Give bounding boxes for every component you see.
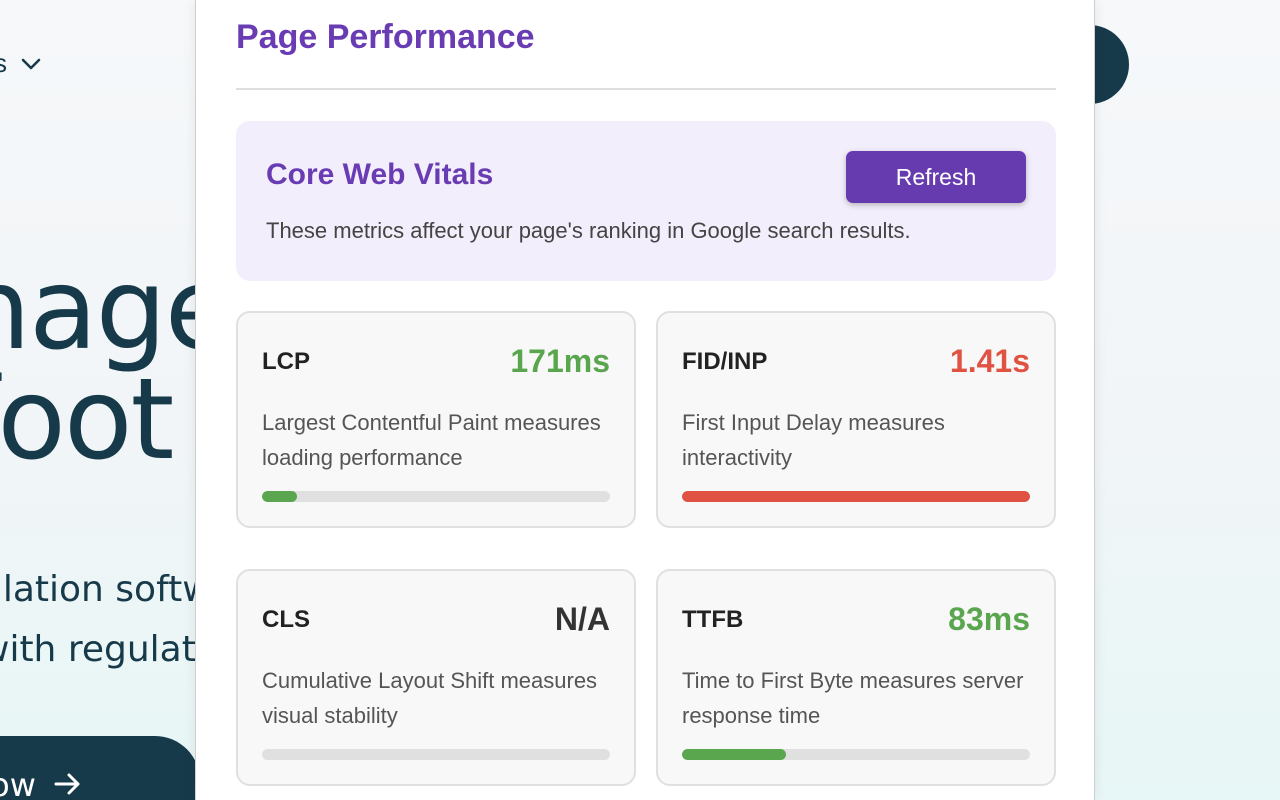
background-nav-label: s xyxy=(0,48,7,78)
refresh-button[interactable]: Refresh xyxy=(846,151,1026,203)
subtitle-line: ulation softw xyxy=(0,569,212,610)
metric-card-cls: CLS N/A Cumulative Layout Shift measures… xyxy=(236,569,636,786)
hero-line: nage xyxy=(0,245,234,375)
panel-title: Page Performance xyxy=(236,18,535,56)
metric-name: TTFB xyxy=(682,606,744,633)
core-web-vitals-title: Core Web Vitals xyxy=(266,158,494,191)
metric-name: CLS xyxy=(262,606,310,633)
metric-card-fid-inp: FID/INP 1.41s First Input Delay measures… xyxy=(656,311,1056,528)
metric-card-ttfb: TTFB 83ms Time to First Byte measures se… xyxy=(656,569,1056,786)
arrow-right-icon xyxy=(54,773,80,795)
metric-progress-fill xyxy=(682,749,787,760)
metric-name: LCP xyxy=(262,348,310,375)
core-web-vitals-card: Core Web Vitals Refresh These metrics af… xyxy=(236,121,1056,281)
background-hero-heading: nage foot xyxy=(0,245,234,485)
metric-description: Cumulative Layout Shift measures visual … xyxy=(262,668,598,728)
metric-name: FID/INP xyxy=(682,348,768,375)
metric-value: 171ms xyxy=(510,343,610,379)
background-hero-subtitle: ulation softw with regulat xyxy=(0,560,212,680)
metric-description: First Input Delay measures interactivity xyxy=(682,410,945,470)
metric-progress-fill xyxy=(682,491,1030,502)
metric-progress-fill xyxy=(262,491,297,502)
chevron-down-icon xyxy=(21,58,41,70)
metric-progress-bar xyxy=(262,491,610,502)
core-web-vitals-description: These metrics affect your page's ranking… xyxy=(266,218,911,243)
metric-value: 83ms xyxy=(948,601,1030,637)
metric-description: Time to First Byte measures server respo… xyxy=(682,668,1024,728)
cta-label: rt now xyxy=(0,766,36,800)
hero-line: foot xyxy=(0,355,174,485)
metric-progress-bar xyxy=(682,491,1030,502)
metric-value: 1.41s xyxy=(949,343,1030,379)
metric-progress-bar xyxy=(262,749,610,760)
metric-description: Largest Contentful Paint measures loadin… xyxy=(262,410,601,470)
performance-panel: Page Performance Core Web Vitals Refresh… xyxy=(195,0,1095,800)
background-nav-item[interactable]: s xyxy=(0,48,41,79)
divider xyxy=(236,88,1056,90)
background-cta-button[interactable]: rt now xyxy=(0,736,200,800)
subtitle-line: with regulat xyxy=(0,629,196,670)
metric-value: N/A xyxy=(554,601,610,637)
metric-card-lcp: LCP 171ms Largest Contentful Paint measu… xyxy=(236,311,636,528)
metric-progress-bar xyxy=(682,749,1030,760)
